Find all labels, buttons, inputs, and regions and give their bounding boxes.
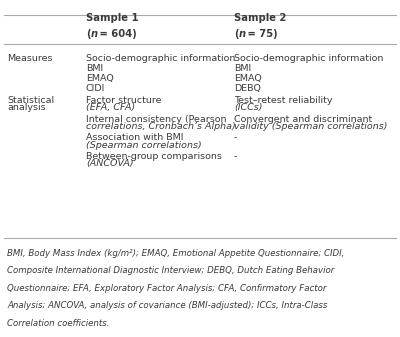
Text: n: n <box>239 29 246 39</box>
Text: (: ( <box>234 29 238 39</box>
Text: Association with BMI: Association with BMI <box>86 133 184 142</box>
Text: analysis: analysis <box>7 103 46 113</box>
Text: Analysis; ANCOVA, analysis of covariance (BMI-adjusted); ICCs, Intra-Class: Analysis; ANCOVA, analysis of covariance… <box>7 301 328 310</box>
Text: correlations, Cronbach’s Alpha): correlations, Cronbach’s Alpha) <box>86 122 236 131</box>
Text: Composite International Diagnostic Interview; DEBQ, Dutch Eating Behavior: Composite International Diagnostic Inter… <box>7 266 334 275</box>
Text: validity (Spearman correlations): validity (Spearman correlations) <box>234 122 388 131</box>
Text: Sample 1: Sample 1 <box>86 13 139 24</box>
Text: BMI, Body Mass Index (kg/m²); EMAQ, Emotional Appetite Questionnaire; CIDI,: BMI, Body Mass Index (kg/m²); EMAQ, Emot… <box>7 249 344 258</box>
Text: BMI: BMI <box>234 64 251 73</box>
Text: (Spearman correlations): (Spearman correlations) <box>86 141 202 150</box>
Text: (: ( <box>86 29 90 39</box>
Text: Sample 2: Sample 2 <box>234 13 286 24</box>
Text: (ANCOVA): (ANCOVA) <box>86 159 134 168</box>
Text: CIDI: CIDI <box>86 84 105 93</box>
Text: (EFA, CFA): (EFA, CFA) <box>86 103 135 113</box>
Text: Convergent and discriminant: Convergent and discriminant <box>234 115 372 124</box>
Text: Between-group comparisons: Between-group comparisons <box>86 152 222 161</box>
Text: = 75): = 75) <box>244 29 277 39</box>
Text: Socio-demographic information: Socio-demographic information <box>86 54 235 63</box>
Text: Internal consistency (Pearson: Internal consistency (Pearson <box>86 115 226 124</box>
Text: Factor structure: Factor structure <box>86 96 162 105</box>
Text: EMAQ: EMAQ <box>86 74 114 83</box>
Text: -: - <box>234 152 237 161</box>
Text: = 604): = 604) <box>96 29 136 39</box>
Text: Socio-demographic information: Socio-demographic information <box>234 54 383 63</box>
Text: Statistical: Statistical <box>7 96 54 105</box>
Text: BMI: BMI <box>86 64 103 73</box>
Text: DEBQ: DEBQ <box>234 84 261 93</box>
Text: -: - <box>234 133 237 142</box>
Text: Measures: Measures <box>7 54 53 63</box>
Text: (ICCs): (ICCs) <box>234 103 262 113</box>
Text: EMAQ: EMAQ <box>234 74 262 83</box>
Text: Correlation coefficients.: Correlation coefficients. <box>7 319 110 328</box>
Text: n: n <box>91 29 98 39</box>
Text: Test–retest reliability: Test–retest reliability <box>234 96 332 105</box>
Text: Questionnaire; EFA, Exploratory Factor Analysis; CFA, Confirmatory Factor: Questionnaire; EFA, Exploratory Factor A… <box>7 284 326 293</box>
